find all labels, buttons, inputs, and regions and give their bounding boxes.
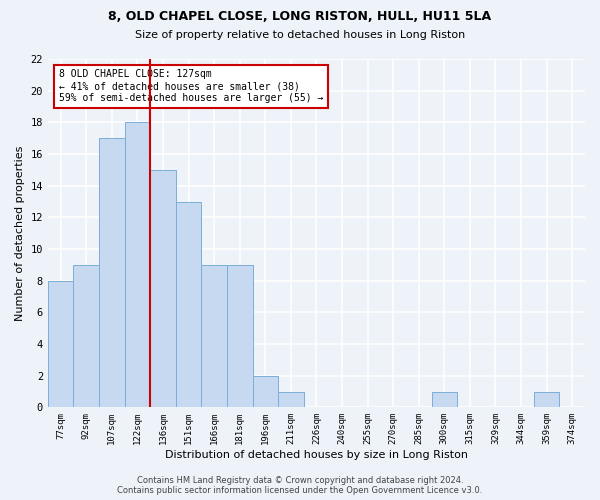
Bar [202, 265, 227, 408]
Bar [278, 392, 304, 407]
Bar [48, 280, 73, 407]
Bar [125, 122, 150, 408]
Text: 8 OLD CHAPEL CLOSE: 127sqm
← 41% of detached houses are smaller (38)
59% of semi: 8 OLD CHAPEL CLOSE: 127sqm ← 41% of deta… [59, 70, 323, 102]
Bar [176, 202, 202, 408]
Bar [253, 376, 278, 408]
Bar [227, 265, 253, 408]
Bar [73, 265, 99, 408]
Bar [99, 138, 125, 407]
Text: 8, OLD CHAPEL CLOSE, LONG RISTON, HULL, HU11 5LA: 8, OLD CHAPEL CLOSE, LONG RISTON, HULL, … [109, 10, 491, 23]
Bar [431, 392, 457, 407]
Text: Contains HM Land Registry data © Crown copyright and database right 2024.
Contai: Contains HM Land Registry data © Crown c… [118, 476, 482, 495]
Bar [534, 392, 559, 407]
X-axis label: Distribution of detached houses by size in Long Riston: Distribution of detached houses by size … [165, 450, 468, 460]
Y-axis label: Number of detached properties: Number of detached properties [15, 146, 25, 321]
Text: Size of property relative to detached houses in Long Riston: Size of property relative to detached ho… [135, 30, 465, 40]
Bar [150, 170, 176, 408]
